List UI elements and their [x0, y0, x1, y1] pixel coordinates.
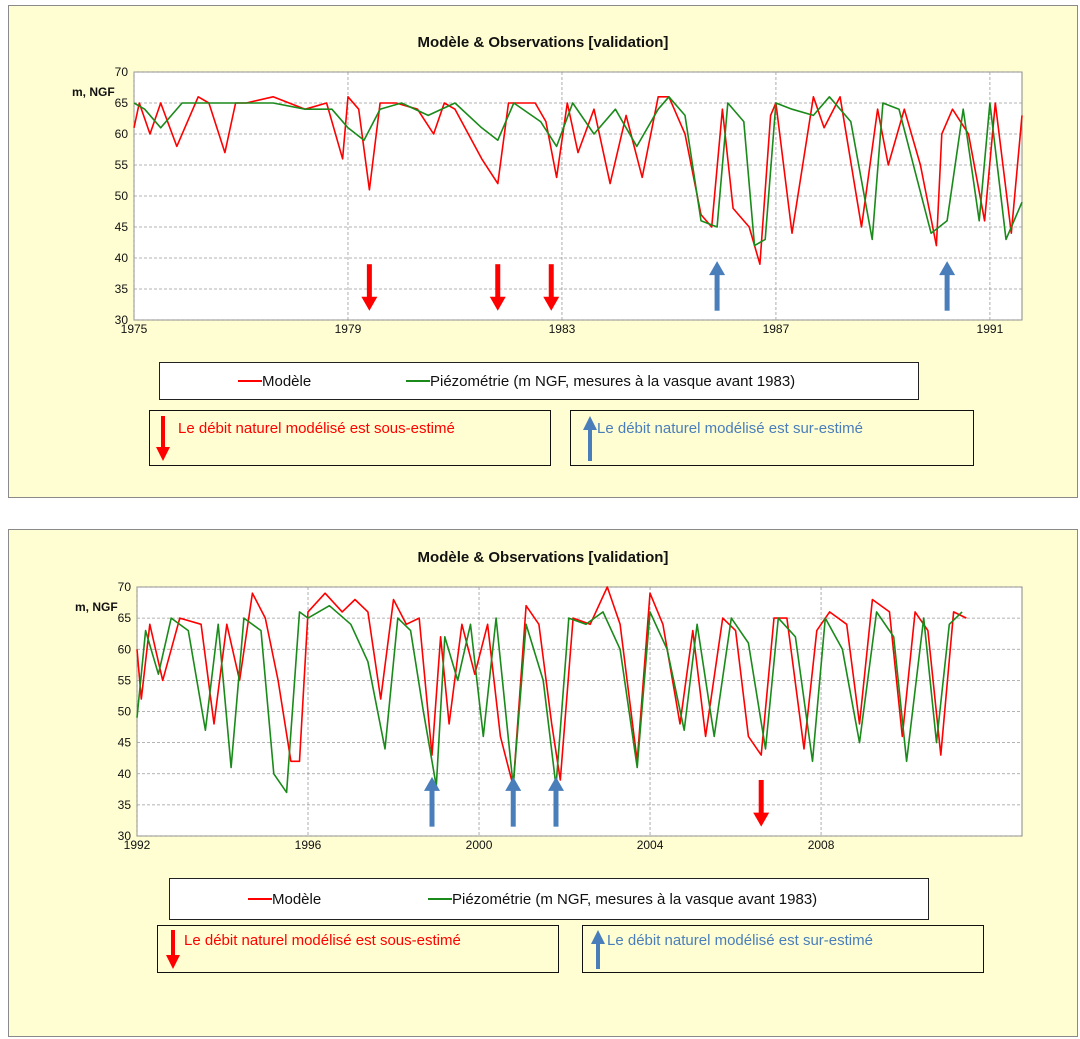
y-tick-label: 35 [118, 798, 132, 812]
legend-item-model: Modèle [238, 363, 311, 399]
series-obs-line [136, 604, 963, 794]
x-tick-label: 1992 [124, 838, 151, 852]
plot-area [133, 71, 1023, 321]
line-chart-2: 30 35 40 45 50 55 60 65 70 1992 1996 2000 2004 2008 m,… [75, 580, 1023, 852]
down-arrow-icon [366, 264, 372, 299]
legend: Modèle Piézométrie (m NGF, mesures à la … [169, 878, 929, 920]
down-arrow-icon [758, 779, 764, 815]
series-model-line [133, 96, 1023, 266]
x-tick-label: 1975 [121, 322, 148, 336]
down-arrow-icon [156, 416, 170, 461]
legend-label-obs: Piézométrie (m NGF, mesures à la vasque … [452, 890, 818, 908]
note-underestimated: Le débit naturel modélisé est sous-estim… [157, 925, 559, 973]
up-arrow-shaft [714, 273, 720, 311]
down-arrow-icon [548, 264, 554, 299]
y-tick-label: 40 [118, 767, 132, 781]
legend-item-model: Modèle [248, 879, 321, 919]
legend-swatch-obs [406, 380, 430, 382]
x-tick-label: 2008 [808, 838, 835, 852]
y-tick-label: 65 [118, 611, 132, 625]
x-tick-label: 2000 [466, 838, 493, 852]
up-arrow-icon [505, 776, 522, 791]
up-arrow-shaft [510, 788, 516, 827]
note-underestimated: Le débit naturel modélisé est sous-estim… [149, 410, 551, 466]
legend-label-obs: Piézométrie (m NGF, mesures à la vasque … [430, 372, 796, 390]
y-tick-label: 45 [115, 220, 129, 234]
legend-item-obs: Piézométrie (m NGF, mesures à la vasque … [428, 879, 817, 919]
y-tick-label: 35 [115, 282, 129, 296]
up-arrow-icon [591, 930, 605, 969]
y-tick-label: 60 [115, 127, 129, 141]
x-tick-label: 1996 [295, 838, 322, 852]
y-tick-label: 55 [115, 158, 129, 172]
up-arrow-icon [547, 776, 564, 791]
x-tick-label: 1983 [549, 322, 576, 336]
series-model-line [136, 586, 967, 788]
up-arrow-icon [583, 416, 597, 461]
x-tick-label: 1979 [335, 322, 362, 336]
note-underestimated-text: Le débit naturel modélisé est sous-estim… [178, 420, 455, 437]
chart-title: Modèle & Observations [validation] [417, 549, 669, 566]
legend-swatch-model [248, 898, 272, 900]
legend-item-obs: Piézométrie (m NGF, mesures à la vasque … [406, 363, 795, 399]
chart-panel-1: Modèle & Observations [validation] 30 35 4… [8, 5, 1078, 498]
y-tick-label: 40 [115, 251, 129, 265]
up-arrow-shaft [429, 788, 435, 827]
up-arrow-shaft [944, 273, 950, 311]
note-overestimated-text: Le débit naturel modélisé est sur-estimé [607, 932, 873, 949]
down-arrow-icon [495, 264, 501, 299]
x-tick-label: 2004 [637, 838, 664, 852]
down-arrow-icon [166, 930, 180, 969]
line-chart-1: 30 35 40 45 50 55 60 65 70 1975 1979 1983 1987 1991 m,… [72, 65, 1023, 336]
up-arrow-shaft [553, 788, 559, 827]
y-tick-label: 30 [115, 313, 129, 327]
y-tick-label: 55 [118, 673, 132, 687]
note-overestimated: Le débit naturel modélisé est sur-estimé [570, 410, 974, 466]
down-arrow-head [543, 296, 560, 311]
y-tick-label: 60 [118, 642, 132, 656]
chart-panel-2: Modèle & Observations [validation] 30 35 4… [8, 529, 1078, 1037]
series-obs-line [133, 96, 1023, 247]
x-tick-label: 1987 [763, 322, 790, 336]
up-arrow-icon [424, 776, 440, 791]
y-tick-label: 65 [115, 96, 129, 110]
down-arrow-head [753, 812, 770, 827]
x-tick-label: 1991 [977, 322, 1004, 336]
y-tick-label: 50 [115, 189, 129, 203]
up-arrow-icon [939, 261, 956, 276]
note-overestimated-text: Le débit naturel modélisé est sur-estimé [597, 420, 863, 437]
y-tick-label: 30 [118, 829, 132, 843]
down-arrow-head [489, 296, 506, 311]
y-tick-label: 70 [118, 580, 132, 594]
note-underestimated-text: Le débit naturel modélisé est sous-estim… [184, 932, 461, 949]
y-tick-label: 50 [118, 705, 132, 719]
chart-title: Modèle & Observations [validation] [417, 34, 669, 51]
note-overestimated: Le débit naturel modélisé est sur-estimé [582, 925, 984, 973]
legend: Modèle Piézométrie (m NGF, mesures à la … [159, 362, 919, 400]
up-arrow-icon [709, 261, 726, 276]
y-tick-label: 70 [115, 65, 129, 79]
down-arrow-head [361, 296, 378, 311]
legend-label-model: Modèle [262, 372, 312, 390]
legend-swatch-model [238, 380, 262, 382]
legend-label-model: Modèle [272, 890, 322, 908]
y-axis-label: m, NGF [72, 85, 115, 99]
y-axis-label: m, NGF [75, 600, 118, 614]
legend-swatch-obs [428, 898, 452, 900]
y-tick-label: 45 [118, 736, 132, 750]
